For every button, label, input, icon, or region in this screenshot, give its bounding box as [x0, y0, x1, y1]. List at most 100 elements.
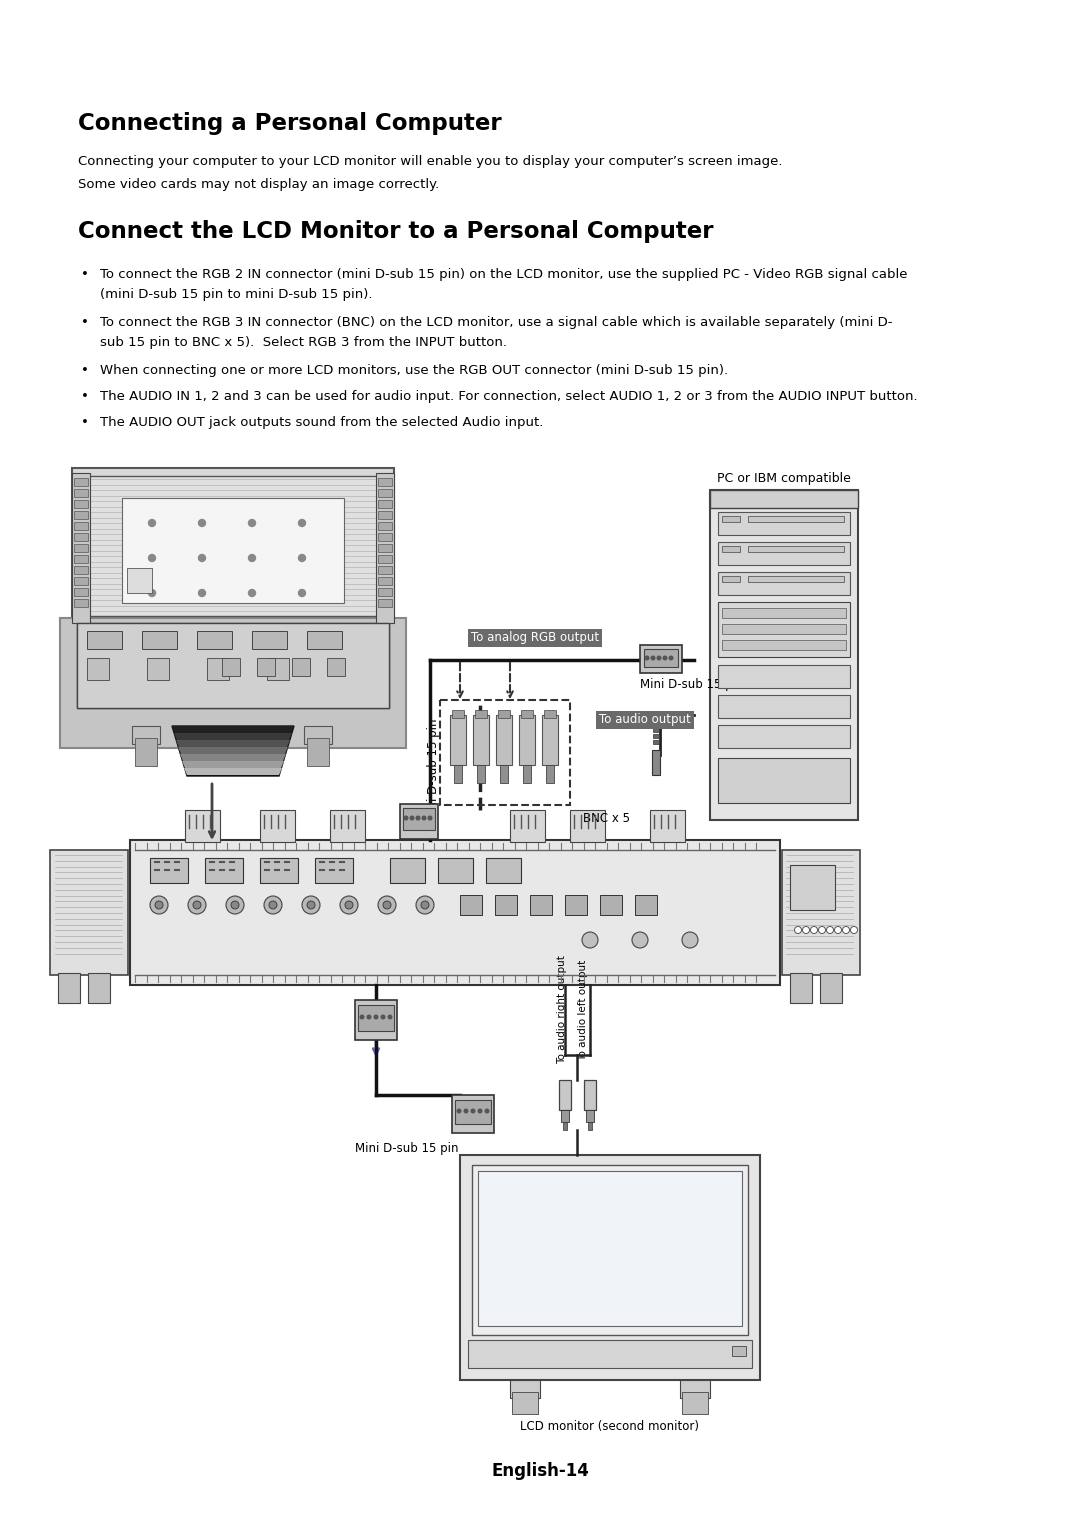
Circle shape [248, 519, 256, 527]
Text: •: • [81, 389, 89, 403]
Text: Mini D-sub 15 pin: Mini D-sub 15 pin [427, 718, 440, 822]
Polygon shape [172, 725, 294, 733]
Text: Mini D-sub 15 pin: Mini D-sub 15 pin [640, 678, 743, 692]
Polygon shape [174, 733, 292, 741]
Circle shape [298, 519, 306, 527]
Bar [519, 715, 535, 765]
Bar [681, 1393, 708, 1414]
Circle shape [269, 901, 276, 909]
Bar [75, 522, 87, 530]
Bar [75, 512, 87, 519]
Text: The AUDIO OUT jack outputs sound from the selected Audio input.: The AUDIO OUT jack outputs sound from th… [100, 415, 543, 429]
Bar [438, 858, 473, 883]
Text: LCD monitor (second monitor): LCD monitor (second monitor) [521, 1420, 700, 1432]
Text: To analog RGB output: To analog RGB output [471, 632, 599, 644]
Bar [330, 809, 365, 841]
Bar [512, 1393, 538, 1414]
Circle shape [670, 657, 673, 660]
Circle shape [378, 896, 396, 915]
Text: •: • [81, 316, 89, 328]
Bar [510, 809, 545, 841]
Bar [486, 858, 521, 883]
Bar [559, 1080, 571, 1110]
Bar [710, 490, 858, 820]
Bar [718, 542, 850, 565]
Polygon shape [178, 747, 288, 754]
Bar [267, 658, 289, 680]
Circle shape [681, 931, 698, 948]
Bar [87, 658, 109, 680]
Bar [378, 512, 392, 519]
Text: Connect the LCD Monitor to a Personal Computer: Connect the LCD Monitor to a Personal Co… [78, 220, 714, 243]
Polygon shape [184, 768, 282, 776]
Circle shape [383, 901, 391, 909]
Bar [652, 750, 660, 776]
Circle shape [248, 589, 256, 597]
Bar [523, 765, 531, 783]
Bar [748, 547, 843, 551]
Bar [77, 623, 389, 709]
Bar [75, 567, 87, 574]
Bar [50, 851, 129, 976]
Bar [376, 473, 394, 623]
Bar [723, 625, 846, 634]
Circle shape [428, 817, 432, 820]
Bar [561, 1110, 569, 1122]
Circle shape [199, 589, 205, 597]
Circle shape [404, 817, 408, 820]
Bar [292, 658, 310, 676]
Text: PC or IBM compatible: PC or IBM compatible [717, 472, 851, 486]
Bar [586, 1110, 594, 1122]
Bar [378, 522, 392, 530]
Bar [723, 547, 740, 551]
Circle shape [388, 1015, 392, 1019]
Circle shape [835, 927, 841, 933]
Bar [478, 1171, 742, 1325]
Bar [680, 1380, 710, 1399]
Bar [72, 467, 394, 725]
Text: (mini D-sub 15 pin to mini D-sub 15 pin).: (mini D-sub 15 pin to mini D-sub 15 pin)… [100, 289, 373, 301]
Bar [789, 864, 835, 910]
Bar [87, 631, 122, 649]
Bar [468, 1341, 752, 1368]
Bar [127, 568, 152, 592]
Bar [378, 499, 392, 508]
Circle shape [188, 896, 206, 915]
Bar [77, 623, 389, 709]
Circle shape [632, 931, 648, 948]
Circle shape [645, 657, 649, 660]
Circle shape [416, 896, 434, 915]
Bar [723, 608, 846, 618]
Bar [75, 544, 87, 551]
Bar [718, 602, 850, 657]
Bar [60, 618, 406, 748]
Circle shape [663, 657, 666, 660]
Bar [87, 973, 110, 1003]
Circle shape [478, 1109, 482, 1113]
Bar [563, 1122, 567, 1130]
Circle shape [345, 901, 353, 909]
Bar [473, 715, 489, 765]
Circle shape [307, 901, 315, 909]
Bar [440, 699, 570, 805]
Bar [718, 695, 850, 718]
Bar [75, 577, 87, 585]
Circle shape [658, 657, 661, 660]
Bar [315, 858, 353, 883]
Text: English-14: English-14 [491, 1461, 589, 1480]
Bar [260, 858, 298, 883]
Circle shape [651, 657, 654, 660]
Bar [252, 631, 287, 649]
Bar [650, 809, 685, 841]
Bar [147, 658, 168, 680]
Bar [565, 895, 588, 915]
Circle shape [149, 519, 156, 527]
Circle shape [421, 901, 429, 909]
Bar [460, 1154, 760, 1380]
Bar [378, 554, 392, 563]
Bar [460, 895, 482, 915]
Bar [75, 489, 87, 496]
Bar [546, 765, 554, 783]
Bar [75, 554, 87, 563]
Bar [355, 1000, 397, 1040]
